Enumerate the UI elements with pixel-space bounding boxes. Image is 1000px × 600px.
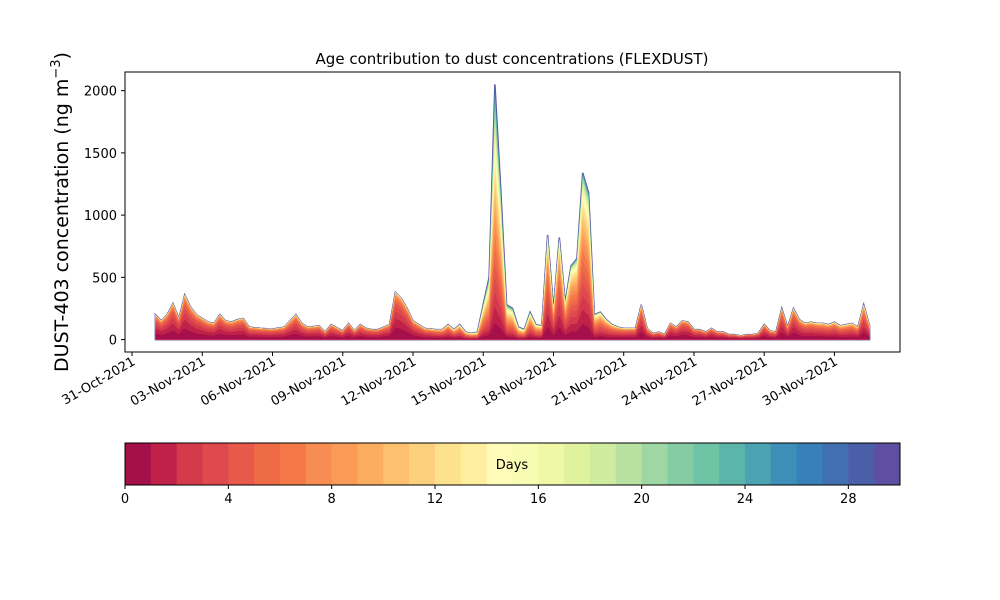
y-axis-label-close: ) [51,52,73,59]
x-tick-label-8: 24-Nov-2021 [620,354,700,409]
colorbar-label: Days [496,458,529,473]
colorbar-bin-4 [228,443,255,485]
age-area-bin-19 [155,114,870,340]
colorbar-bin-17 [564,443,591,485]
age-area-bin-25 [155,89,870,340]
colorbar-tick-label-7: 28 [840,492,857,507]
colorbar-tick-label-4: 16 [530,492,547,507]
age-area-bin-22 [155,99,870,340]
age-area-bin-23 [155,95,870,340]
colorbar-tick-label-1: 4 [224,492,232,507]
x-axis: 31-Oct-202103-Nov-202106-Nov-202109-Nov-… [60,352,840,409]
x-tick-label-9: 27-Nov-2021 [690,354,770,409]
colorbar-bin-11 [409,443,436,485]
colorbar-bin-13 [460,443,488,485]
colorbar-bin-5 [254,443,281,485]
colorbar-bin-28 [848,443,875,485]
chart-title: Age contribution to dust concentrations … [316,50,709,68]
x-tick-label-7: 21-Nov-2021 [549,354,629,409]
age-area-bin-6 [155,236,870,340]
age-area-bin-20 [155,108,870,340]
colorbar-bin-14 [486,443,513,485]
colorbar-bin-27 [822,443,849,485]
y-axis-label-main: DUST-403 concentration (ng m [51,79,73,372]
age-area-bin-28 [155,84,870,340]
colorbar-bin-3 [202,443,229,485]
colorbar-tick-label-3: 12 [427,492,444,507]
colorbar-tick-label-6: 24 [737,492,754,507]
x-tick-label-5: 15-Nov-2021 [409,354,489,409]
colorbar-bin-24 [745,443,772,485]
svg-text:DUST-403 concentration (ng m−3: DUST-403 concentration (ng m−3) [49,52,73,372]
x-tick-label-3: 09-Nov-2021 [268,354,348,409]
colorbar-bin-8 [331,443,358,485]
colorbar-bin-25 [770,443,798,485]
x-tick-label-6: 18-Nov-2021 [479,354,559,409]
colorbar-bin-23 [719,443,746,485]
age-area-bin-21 [155,103,870,340]
age-area-bin-27 [155,85,870,340]
colorbar-bin-16 [538,443,565,485]
colorbar-frame [124,442,901,486]
colorbar-bin-20 [641,443,668,485]
colorbar-tick-label-5: 20 [633,492,650,507]
colorbar-tick-label-2: 8 [328,492,336,507]
y-tick-label-2: 1000 [84,209,117,224]
y-tick-label-4: 2000 [84,85,117,100]
colorbar-bin-0 [125,443,152,485]
colorbar-tick-label-0: 0 [121,492,129,507]
y-tick-label-3: 1500 [84,147,117,162]
y-tick-label-1: 500 [92,271,117,286]
colorbar-bin-1 [150,443,178,485]
stacked-age-areas [154,84,871,341]
colorbar-bin-22 [693,443,720,485]
colorbar-bin-15 [512,443,539,485]
age-area-bin-18 [155,120,870,340]
colorbar-bin-29 [874,443,901,485]
y-axis-label: DUST-403 concentration (ng m−3) [49,52,73,372]
colorbar-ticks: 0 4 8 12 16 20 24 28 [121,485,857,507]
colorbar-bin-12 [435,443,462,485]
colorbar-bin-9 [357,443,384,485]
colorbar-bin-2 [176,443,203,485]
colorbar-bin-7 [305,443,333,485]
colorbar-bin-21 [667,443,694,485]
colorbar [124,442,901,486]
age-area-bin-26 [155,87,870,340]
x-tick-label-1: 03-Nov-2021 [128,354,208,409]
x-tick-label-4: 12-Nov-2021 [339,354,419,409]
age-area-bin-0 [155,323,870,340]
y-axis: 0 500 1000 1500 2000 [84,85,125,349]
colorbar-bin-10 [383,443,410,485]
x-tick-label-10: 30-Nov-2021 [760,354,840,409]
y-axis-label-superscript: −3 [49,59,64,78]
age-area-bin-24 [155,92,870,340]
x-tick-label-2: 06-Nov-2021 [198,354,278,409]
colorbar-bin-18 [590,443,617,485]
colorbar-bin-6 [280,443,307,485]
plot-frame [124,71,901,353]
colorbar-bin-19 [615,443,643,485]
colorbar-bin-26 [796,443,823,485]
y-tick-label-0: 0 [109,334,117,349]
age-area-bin-29 [154,84,871,341]
